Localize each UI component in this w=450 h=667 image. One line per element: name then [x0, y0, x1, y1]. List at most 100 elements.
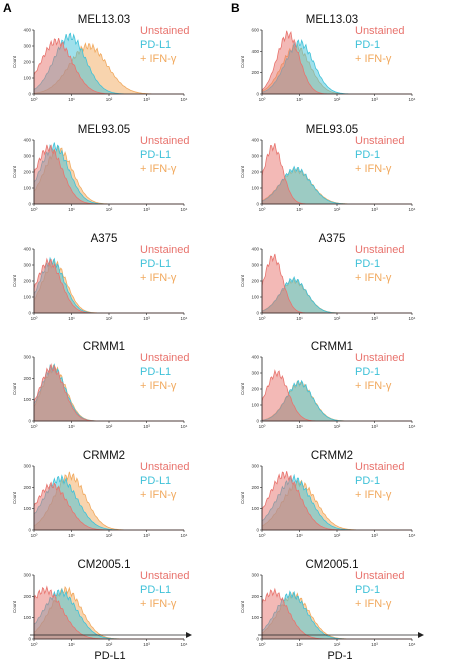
chart-b-mel13-03-title: MEL13.03	[306, 14, 358, 26]
chart-b-cm2005-1-xtick-4: 10⁴	[409, 642, 416, 647]
chart-b-mel13-03-ytick-0: 0	[256, 92, 259, 97]
chart-a-mel93-05-xtick-0: 10⁰	[31, 207, 38, 212]
chart-a-crmm1-ytick-3: 300	[23, 355, 31, 360]
chart-a-crmm1-xtick-3: 10³	[143, 424, 150, 429]
chart-a-cm2005-1-legend-stain: PD-L1	[140, 584, 171, 596]
chart-a-mel93-05-xtick-1: 10¹	[68, 207, 75, 212]
chart-a-mel13-03-ytick-4: 400	[23, 28, 31, 33]
chart-a-crmm2-xtick-1: 10¹	[68, 533, 75, 538]
chart-a-mel93-05-legend-unstained: Unstained	[140, 135, 190, 147]
histogram-grid: MEL13.03 0 100 200 300 400 Count 10⁰ 10¹ 10² 10³ 10…	[12, 14, 416, 647]
chart-a-a375-legend-stain: PD-L1	[140, 258, 171, 270]
chart-b-crmm1-xtick-3: 10³	[371, 424, 378, 429]
chart-a-mel13-03-xtick-2: 10²	[106, 97, 113, 102]
chart-b-a375-ytick-2: 200	[251, 279, 259, 284]
chart-a-crmm1-ytick-1: 100	[23, 397, 31, 402]
chart-b-mel93-05-xtick-4: 10⁴	[409, 207, 416, 212]
chart-a-crmm2-title: CRMM2	[83, 450, 125, 462]
chart-a-cm2005-1-xtick-2: 10²	[106, 642, 113, 647]
chart-a-crmm2: CRMM2 0 100 200 300 Count 10⁰ 10¹ 10² 10³ 10⁴ Unsta…	[12, 450, 190, 538]
chart-a-a375-ytick-1: 100	[23, 295, 31, 300]
chart-b-crmm1-legend-stain: PD-1	[355, 366, 380, 378]
chart-a-crmm2-xtick-4: 10⁴	[181, 533, 188, 538]
chart-b-a375-ytick-1: 100	[251, 295, 259, 300]
chart-b-mel93-05-ytick-0: 0	[256, 202, 259, 207]
chart-b-cm2005-1-xtick-2: 10²	[334, 642, 341, 647]
chart-b-crmm2-xtick-1: 10¹	[296, 533, 303, 538]
chart-b-cm2005-1-xtick-1: 10¹	[296, 642, 303, 647]
chart-a-crmm2-legend-ifn: + IFN-γ	[140, 489, 177, 501]
chart-b-a375-ytick-4: 400	[251, 247, 259, 252]
chart-b-crmm1-ytick-2: 200	[251, 387, 259, 392]
chart-a-cm2005-1-xtick-0: 10⁰	[31, 642, 38, 647]
chart-a-mel93-05-legend-stain: PD-L1	[140, 149, 171, 161]
chart-a-mel93-05-ytick-4: 400	[23, 138, 31, 143]
chart-a-mel13-03-xtick-3: 10³	[143, 97, 150, 102]
chart-a-crmm1-xtick-1: 10¹	[68, 424, 75, 429]
chart-a-mel93-05-xtick-3: 10³	[143, 207, 150, 212]
chart-a-mel13-03-ytick-3: 300	[23, 44, 31, 49]
chart-b-mel93-05-xtick-2: 10²	[334, 207, 341, 212]
chart-a-crmm1-xtick-2: 10²	[106, 424, 113, 429]
chart-a-a375-legend-ifn: + IFN-γ	[140, 272, 177, 284]
chart-a-crmm1-xtick-4: 10⁴	[181, 424, 188, 429]
chart-a-cm2005-1-ytick-0: 0	[28, 637, 31, 642]
chart-a-mel93-05-ytick-2: 200	[23, 170, 31, 175]
chart-b-crmm2-legend-ifn: + IFN-γ	[355, 489, 392, 501]
chart-b-a375-xtick-2: 10²	[334, 316, 341, 321]
bottom-label-pd-l1: PD-L1	[94, 650, 125, 662]
chart-b-crmm2: CRMM2 0 100 200 300 Count 10⁰ 10¹ 10² 10³ 10⁴ Unsta…	[240, 450, 416, 538]
chart-a-crmm2-legend-stain: PD-L1	[140, 475, 171, 487]
chart-b-crmm2-title: CRMM2	[311, 450, 353, 462]
chart-a-crmm2-legend-unstained: Unstained	[140, 461, 190, 473]
bottom-label-pd-1: PD-1	[327, 650, 352, 662]
chart-a-crmm1: CRMM1 0 100 200 300 Count 10⁰ 10¹ 10² 10³ 10⁴ Unsta…	[12, 341, 190, 429]
chart-b-a375: A375 0 100 200 300 400 Count 10⁰ 10¹ 10² 10³ 10⁴ Uns…	[240, 233, 416, 321]
chart-a-mel13-03: MEL13.03 0 100 200 300 400 Count 10⁰ 10¹ 10² 10³ 10…	[12, 14, 190, 102]
chart-a-crmm1-ylabel: Count	[12, 382, 17, 395]
chart-b-crmm1-title: CRMM1	[311, 341, 353, 353]
chart-b-crmm2-ylabel: Count	[240, 491, 245, 504]
chart-a-crmm1-title: CRMM1	[83, 341, 125, 353]
chart-b-mel93-05-ytick-2: 200	[251, 170, 259, 175]
chart-b-mel93-05: MEL93.05 0 100 200 300 400 Count 10⁰ 10¹ 10² 10³ 10…	[240, 124, 416, 212]
chart-a-a375-ylabel: Count	[12, 274, 17, 287]
chart-b-cm2005-1-ytick-0: 0	[256, 637, 259, 642]
chart-a-a375-xtick-4: 10⁴	[181, 316, 188, 321]
chart-a-cm2005-1-legend-unstained: Unstained	[140, 570, 190, 582]
chart-b-mel13-03-xtick-1: 10¹	[296, 97, 303, 102]
chart-b-crmm2-ytick-0: 0	[256, 528, 259, 533]
chart-a-mel13-03-title: MEL13.03	[78, 14, 130, 26]
chart-b-cm2005-1: CM2005.1 0 100 200 300 Count 10⁰ 10¹ 10² 10³ 10⁴ Un…	[240, 559, 416, 647]
chart-b-a375-legend-unstained: Unstained	[355, 244, 405, 256]
chart-a-crmm1-xtick-0: 10⁰	[31, 424, 38, 429]
chart-b-mel13-03-xtick-3: 10³	[371, 97, 378, 102]
chart-a-mel93-05-ytick-0: 0	[28, 202, 31, 207]
chart-b-mel93-05-legend-stain: PD-1	[355, 149, 380, 161]
chart-a-a375-xtick-2: 10²	[106, 316, 113, 321]
chart-b-mel93-05-legend-unstained: Unstained	[355, 135, 405, 147]
chart-a-crmm2-ytick-2: 200	[23, 485, 31, 490]
chart-a-crmm2-ytick-1: 100	[23, 506, 31, 511]
chart-b-a375-xtick-0: 10⁰	[259, 316, 266, 321]
chart-b-cm2005-1-legend-unstained: Unstained	[355, 570, 405, 582]
chart-a-mel93-05-xtick-2: 10²	[106, 207, 113, 212]
chart-b-crmm2-ytick-1: 100	[251, 506, 259, 511]
chart-b-mel93-05-ylabel: Count	[240, 165, 245, 178]
chart-a-crmm2-ytick-3: 300	[23, 464, 31, 469]
chart-a-mel13-03-xtick-0: 10⁰	[31, 97, 38, 102]
chart-b-mel13-03-xtick-4: 10⁴	[409, 97, 416, 102]
chart-b-crmm2-xtick-2: 10²	[334, 533, 341, 538]
chart-a-cm2005-1-ytick-2: 200	[23, 594, 31, 599]
chart-b-mel13-03-legend-ifn: + IFN-γ	[355, 53, 392, 65]
chart-b-cm2005-1-xtick-0: 10⁰	[259, 642, 266, 647]
chart-b-a375-ylabel: Count	[240, 274, 245, 287]
chart-b-mel93-05-ytick-1: 100	[251, 186, 259, 191]
chart-a-crmm2-ytick-0: 0	[28, 528, 31, 533]
chart-a-mel93-05-legend-ifn: + IFN-γ	[140, 163, 177, 175]
panel-letter-b: B	[231, 1, 240, 15]
chart-b-cm2005-1-ytick-2: 200	[251, 594, 259, 599]
chart-b-crmm1-xtick-4: 10⁴	[409, 424, 416, 429]
chart-a-crmm2-xtick-0: 10⁰	[31, 533, 38, 538]
